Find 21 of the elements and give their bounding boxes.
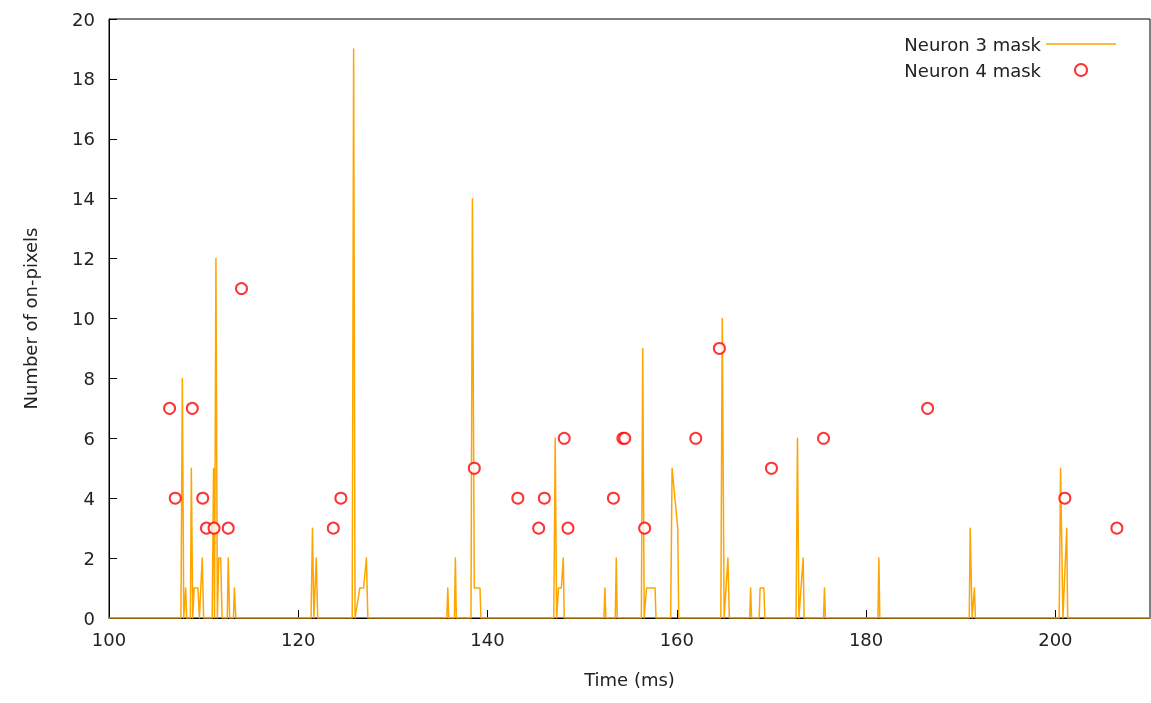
y-tick-label: 18 xyxy=(72,68,95,90)
y-tick-label: 6 xyxy=(83,427,95,449)
y-tick-label: 14 xyxy=(72,188,95,210)
y-tick-label: 0 xyxy=(83,607,95,629)
x-tick-label: 180 xyxy=(848,628,884,650)
x-tick-label: 140 xyxy=(470,628,505,650)
y-tick-label: 12 xyxy=(72,248,95,270)
y-tick-label: 4 xyxy=(83,487,95,509)
y-axis-title: Number of on-pixels xyxy=(19,227,41,410)
y-tick-label: 2 xyxy=(83,547,95,569)
y-tick-label: 16 xyxy=(72,128,95,150)
y-tick-label: 8 xyxy=(83,367,95,389)
x-tick-label: 200 xyxy=(1038,628,1073,650)
legend-label: Neuron 3 mask xyxy=(904,33,1042,55)
y-tick-label: 20 xyxy=(72,8,95,30)
x-tick-label: 120 xyxy=(281,628,316,650)
x-tick-label: 100 xyxy=(91,628,127,650)
legend-label: Neuron 4 mask xyxy=(904,59,1042,81)
x-tick-label: 160 xyxy=(659,628,694,650)
y-tick-label: 10 xyxy=(72,308,95,329)
x-axis-title: Time (ms) xyxy=(583,668,675,690)
